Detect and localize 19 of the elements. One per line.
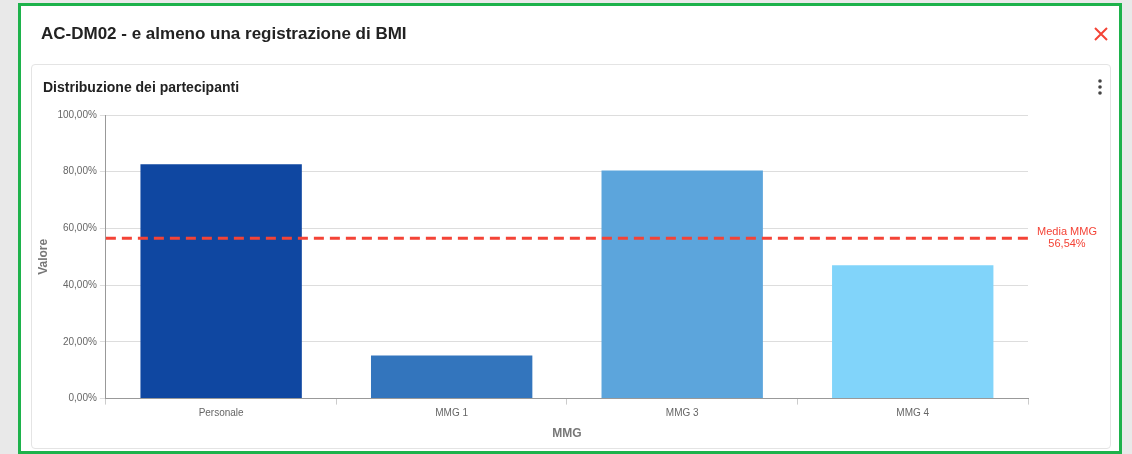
x-tick-label: MMG 1 xyxy=(435,407,469,419)
bar xyxy=(370,355,533,399)
y-tick-label: 20,00% xyxy=(62,335,97,347)
y-tick-label: 60,00% xyxy=(62,222,97,234)
ref-line-label: Media MMG 56,54% xyxy=(1037,225,1097,250)
bar xyxy=(832,265,994,399)
chart-title: AC-DM02 - e almeno una registrazione di BMI xyxy=(41,24,407,44)
y-tick-label: 0,00% xyxy=(68,392,97,404)
bar xyxy=(140,164,302,399)
x-axis-title: MMG xyxy=(552,426,582,441)
y-tick-label: 80,00% xyxy=(62,165,97,177)
y-axis-title: Valore xyxy=(35,238,50,275)
x-tick-label: MMG 4 xyxy=(896,407,930,419)
y-tick-label: 100,00% xyxy=(57,108,97,120)
x-tick-label: MMG 3 xyxy=(665,407,700,419)
bar xyxy=(601,170,763,399)
y-tick-label: 40,00% xyxy=(62,278,97,290)
chart-subtitle: Distribuzione dei partecipanti xyxy=(43,79,240,95)
x-tick-label: Personale xyxy=(198,407,245,419)
